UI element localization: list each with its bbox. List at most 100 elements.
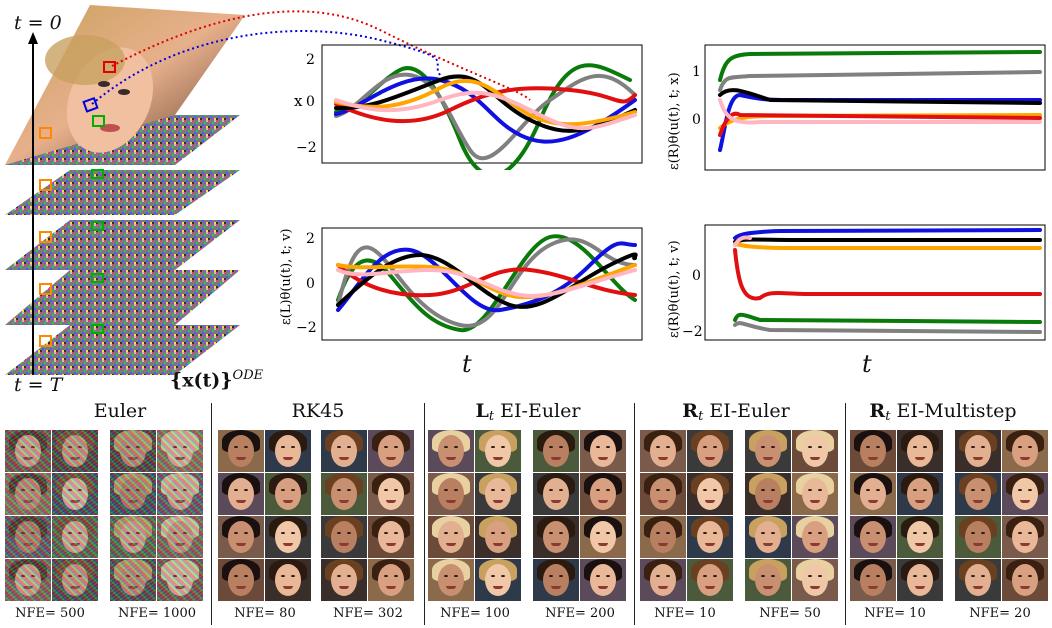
sample-image-grid [745, 430, 838, 601]
sample-face-image [850, 516, 896, 558]
sample-face-image [1002, 430, 1048, 472]
sample-face-image [428, 473, 474, 515]
sample-face-image [955, 430, 1001, 472]
sample-face-image [5, 516, 51, 558]
green-marker-l5 [91, 324, 104, 334]
curve-pink [733, 235, 752, 247]
curve-blue [733, 228, 1042, 240]
sample-face-image [265, 559, 311, 601]
plot-eps-r-v: ε(R)θ(u(t), t; v) 0 −2 [667, 224, 1046, 341]
sample-face-image [428, 516, 474, 558]
sample-face-image [475, 473, 521, 515]
sample-face-image [897, 559, 943, 601]
sample-image-grid [955, 430, 1048, 601]
sample-face-image [850, 473, 896, 515]
sample-face-image [475, 559, 521, 601]
blue-dotted-connector [91, 30, 441, 105]
sample-face-image [218, 430, 264, 472]
t-axis-label-left: t [462, 350, 472, 378]
ytick-neg2: −2 [296, 320, 317, 336]
sample-face-image [792, 559, 838, 601]
sample-face-image [687, 559, 733, 601]
sample-face-image [1002, 516, 1048, 558]
sample-face-image [640, 473, 686, 515]
sample-face-image [533, 430, 579, 472]
sample-face-image [792, 516, 838, 558]
sample-face-image [157, 473, 203, 515]
ytick-2: 2 [306, 52, 315, 68]
plot-frame [704, 44, 1046, 171]
ytick-0: 0 [692, 268, 701, 284]
ylabel-eps-l: ε(L)θ(u(t), t; v) [279, 228, 294, 325]
sample-face-image [52, 430, 98, 472]
sample-image-grid [640, 430, 733, 601]
orange-marker-l4 [39, 283, 52, 295]
plot-frame [321, 44, 643, 164]
green-marker-l3 [91, 221, 104, 231]
sample-face-image [218, 559, 264, 601]
sample-face-image [368, 430, 414, 472]
sample-face-image [955, 473, 1001, 515]
separator [634, 403, 635, 625]
green-patch-marker [92, 115, 105, 127]
sample-face-image [687, 516, 733, 558]
noise-layer-5 [5, 325, 240, 375]
nfe-label: NFE= 10 [864, 606, 926, 621]
trajectory-label: {x(t)}ODE [170, 368, 264, 392]
noise-layer-3 [5, 220, 240, 270]
sample-face-image [580, 430, 626, 472]
ytick-1: 1 [692, 64, 701, 80]
method-title-rt-ei-multistep: Rt EI-Multistep [869, 400, 1017, 424]
plot-eps-r-x: ε(R)θ(u(t), t; x) 1 0 [667, 44, 1046, 171]
sample-face-image [110, 473, 156, 515]
nfe-label: NFE= 1000 [118, 606, 196, 621]
sample-face-image [897, 473, 943, 515]
sample-face-image [955, 559, 1001, 601]
sample-face-image [157, 430, 203, 472]
orange-patch-marker [39, 127, 52, 139]
sample-face-image [5, 430, 51, 472]
ytick-0: 0 [306, 94, 315, 110]
sample-face-image [745, 430, 791, 472]
sample-face-image [218, 473, 264, 515]
ytick-neg2: −2 [682, 324, 703, 340]
curve-red [733, 248, 1042, 301]
sample-image-grid [428, 430, 521, 601]
sample-face-image [157, 516, 203, 558]
sample-face-image [52, 473, 98, 515]
nfe-label: NFE= 20 [969, 606, 1031, 621]
sample-face-image [792, 473, 838, 515]
red-dotted-connector [111, 10, 531, 101]
sample-face-image [321, 559, 367, 601]
orange-marker-l2 [39, 179, 52, 191]
sample-face-image [218, 516, 264, 558]
sample-image-grid [850, 430, 943, 601]
sample-face-image [850, 559, 896, 601]
sample-image-grid [321, 430, 414, 601]
sample-image-grid [110, 430, 203, 601]
noise-layer-4 [5, 270, 240, 325]
sample-face-image [110, 430, 156, 472]
nfe-label: NFE= 302 [333, 606, 403, 621]
ytick-neg2: −2 [296, 140, 317, 156]
sample-face-image [368, 559, 414, 601]
nfe-label: NFE= 500 [15, 606, 85, 621]
curve-green [336, 234, 637, 333]
curve-orange [733, 242, 1042, 250]
ytick-0: 0 [692, 112, 701, 128]
sample-face-image [580, 516, 626, 558]
sample-face-image [428, 430, 474, 472]
sample-image-grid [5, 430, 98, 601]
sample-face-image [110, 559, 156, 601]
plot-frame [704, 224, 1046, 341]
sample-face-image [265, 430, 311, 472]
sample-face-image [321, 430, 367, 472]
sample-face-image [533, 516, 579, 558]
sample-face-image [580, 473, 626, 515]
separator [845, 403, 846, 625]
curve-gray [718, 70, 1042, 92]
t-zero-label: t = 0 [14, 12, 62, 34]
sample-face-image [533, 473, 579, 515]
ylabel-eps-r-x: ε(R)θ(u(t), t; x) [667, 72, 682, 170]
ylabel-x: x [294, 92, 303, 110]
